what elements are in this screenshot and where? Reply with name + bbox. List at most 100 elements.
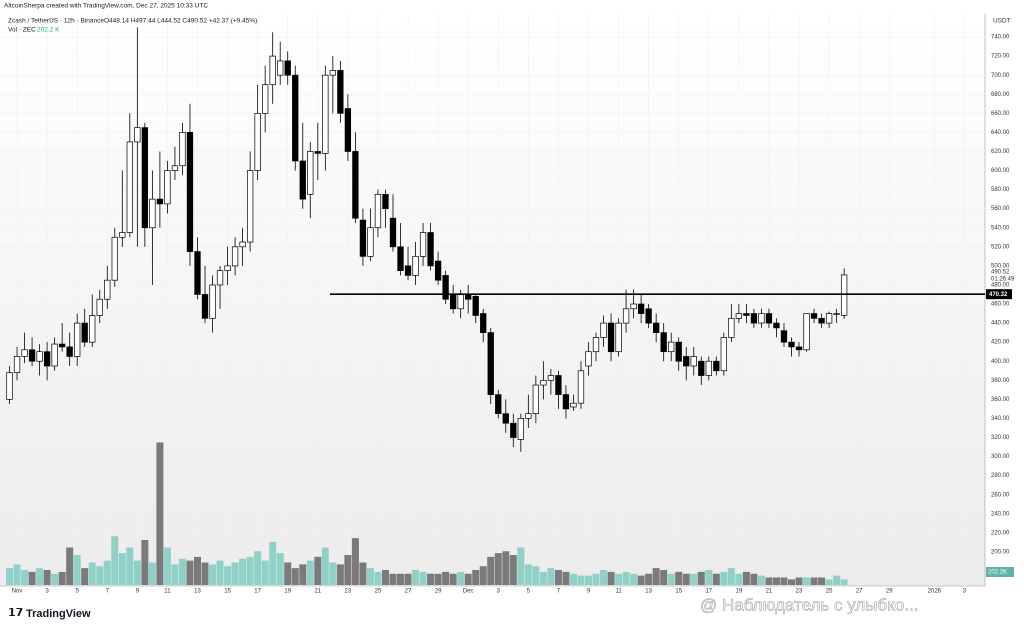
volume-bar: [705, 570, 713, 585]
volume-bar: [389, 573, 397, 585]
candle-body: [337, 70, 344, 114]
candle-body: [525, 413, 532, 419]
candle-body: [540, 379, 547, 386]
volume-bar: [216, 560, 224, 585]
plot-background: [0, 14, 985, 586]
volume-bar: [427, 573, 435, 585]
volume-bar: [487, 556, 495, 585]
candle-body: [51, 343, 58, 367]
candle-body: [622, 308, 630, 324]
y-tick-label: 500.00: [991, 263, 1010, 269]
candle-body: [412, 255, 419, 276]
candle-body: [367, 227, 374, 257]
volume-bar: [314, 556, 322, 585]
volume-bar: [547, 568, 555, 585]
y-tick-label: 520.00: [991, 244, 1010, 250]
volume-bar: [720, 571, 728, 585]
x-tick-label: 15: [224, 589, 231, 595]
candle-body: [660, 332, 667, 353]
volume-bar: [36, 568, 44, 585]
candle-body: [352, 151, 359, 219]
candle-body: [577, 370, 585, 404]
candle-body: [126, 141, 133, 233]
candle-body: [713, 360, 720, 372]
volume-bar: [111, 536, 119, 585]
volume-readout: 202.2 K: [37, 27, 60, 34]
volume-bar: [397, 573, 405, 585]
candle-body: [532, 384, 540, 415]
candle-body: [728, 317, 735, 338]
candle-body: [615, 322, 622, 353]
candle-body: [156, 198, 164, 205]
volume-bar: [28, 571, 36, 585]
watermark: @ Наблюдатель с улыбко...: [700, 595, 918, 614]
brand-logo: 𝟭𝟳 TradingView: [8, 607, 91, 620]
candle-body: [705, 360, 712, 376]
x-tick-label: 17: [705, 589, 712, 595]
volume-bar: [652, 568, 660, 585]
y-tick-label: 540.00: [991, 225, 1010, 231]
candle-body: [239, 241, 246, 248]
y-tick-label: 560.00: [991, 206, 1010, 212]
candle-body: [382, 194, 389, 210]
volume-bar: [562, 571, 570, 585]
candle-body: [765, 313, 773, 324]
candle-body: [164, 170, 171, 205]
volume-bar: [412, 570, 420, 585]
y-tick-label: 220.00: [991, 530, 1010, 536]
candle-body: [720, 337, 727, 372]
candle-body: [59, 343, 66, 348]
y-tick-label: 580.00: [991, 187, 1010, 193]
volume-bar: [344, 555, 352, 585]
volume-bar: [239, 558, 247, 585]
x-tick-label: 27: [405, 589, 412, 595]
volume-bar: [539, 571, 547, 585]
candle-body: [231, 246, 239, 267]
volume-bar: [584, 575, 592, 585]
candle-body: [434, 260, 442, 281]
x-tick-label: 15: [675, 589, 682, 595]
x-tick-label: 27: [856, 589, 863, 595]
volume-bar: [329, 562, 337, 585]
volume-bar: [133, 560, 141, 585]
candle-body: [585, 351, 592, 367]
candle-body: [419, 232, 427, 257]
candle-body: [299, 160, 306, 200]
volume-bar: [224, 566, 232, 585]
volume-bar: [299, 564, 307, 585]
candle-body: [487, 332, 494, 395]
candle-body: [630, 303, 637, 310]
volume-bar: [682, 573, 690, 585]
currency: USDT: [993, 18, 1011, 25]
candle-body: [28, 349, 36, 362]
x-tick-label: 29: [886, 589, 893, 595]
y-tick-label: 740.00: [991, 35, 1010, 41]
candle-body: [690, 356, 697, 367]
candle-body: [81, 322, 88, 343]
volume-bar: [524, 564, 532, 585]
volume-bar: [675, 571, 683, 585]
volume-bar: [351, 538, 359, 585]
volume-bar: [532, 566, 540, 585]
candle-body: [675, 341, 682, 362]
candle-body: [104, 279, 111, 300]
volume-bar: [336, 564, 344, 585]
y-tick-label: 460.00: [991, 302, 1010, 308]
credit: AltcoinSherpa created with TradingView.c…: [4, 3, 208, 10]
volume-bar: [615, 573, 623, 585]
volume-bar: [254, 551, 262, 585]
x-tick-label: 11: [615, 589, 622, 595]
candle-body: [810, 313, 818, 319]
candle-body: [209, 284, 216, 319]
volume-bar: [607, 571, 615, 585]
candle-body: [404, 265, 412, 276]
x-tick-label: 19: [736, 589, 743, 595]
candle-body: [803, 313, 810, 351]
volume-bar: [630, 573, 638, 585]
candle-body: [322, 74, 329, 154]
candle-body: [374, 194, 382, 229]
volume-bar: [825, 579, 833, 585]
volume-bar: [577, 575, 585, 585]
candle-body: [480, 313, 487, 333]
